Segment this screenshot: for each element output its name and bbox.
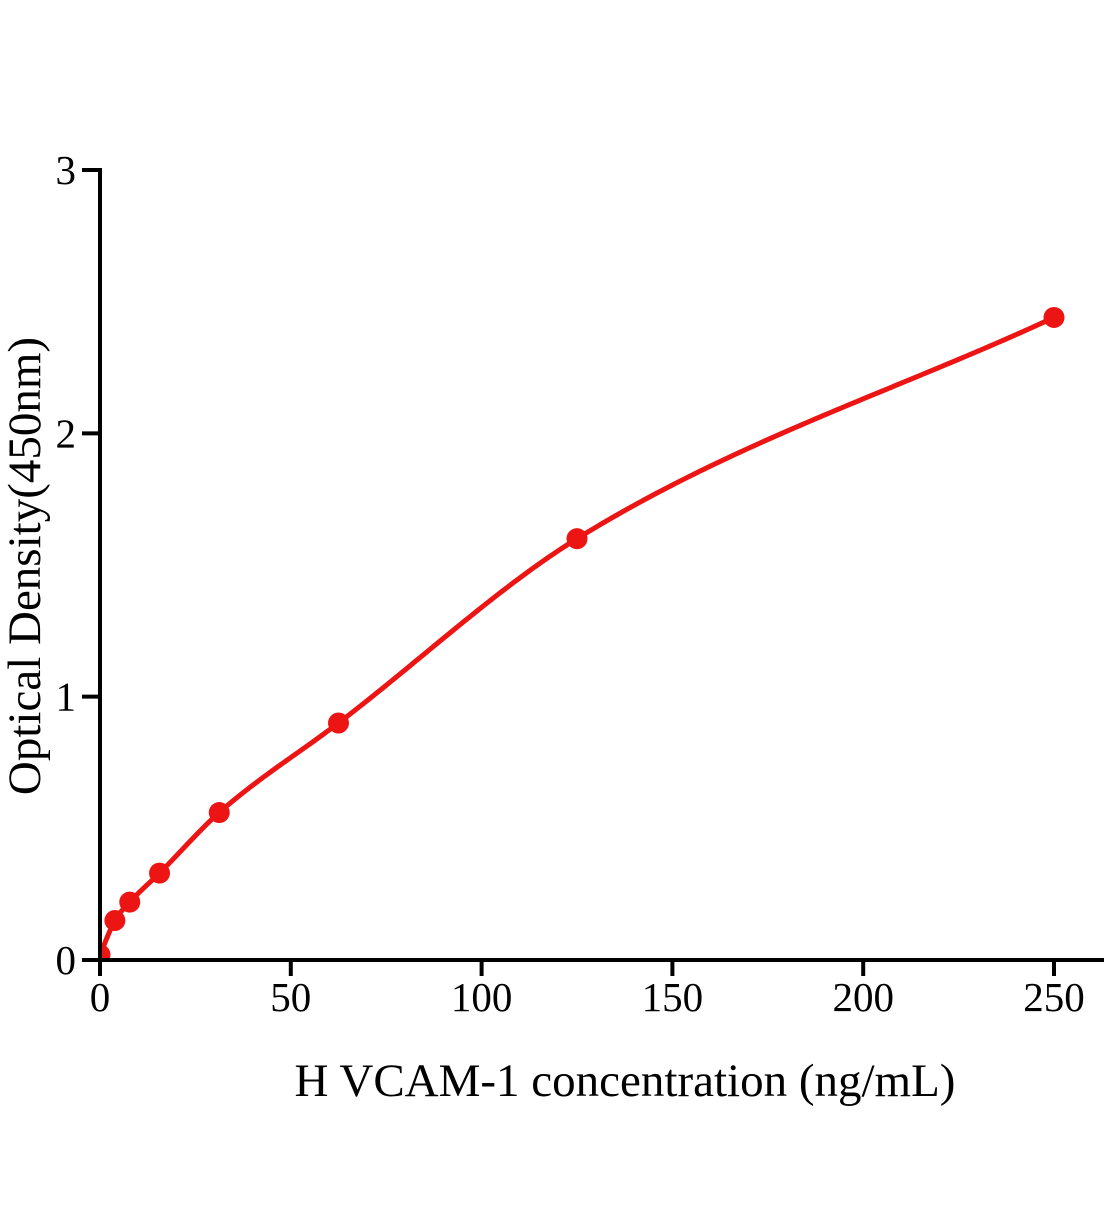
y-axis	[82, 168, 102, 962]
y-tick-label: 3	[56, 147, 77, 193]
x-axis	[85, 958, 1104, 976]
y-tick-label: 0	[56, 937, 77, 983]
data-point	[149, 862, 171, 884]
series-data-points	[100, 306, 1065, 962]
x-tick-label: 250	[1023, 974, 1085, 1020]
x-tick-label: 0	[90, 974, 111, 1020]
data-point	[100, 944, 111, 962]
x-tick-label: 200	[832, 974, 894, 1020]
data-point	[208, 802, 230, 824]
y-tick-label: 1	[56, 674, 77, 720]
series-fit-curve	[100, 314, 1057, 958]
x-tick-label: 150	[642, 974, 704, 1020]
x-tick-labels: 0 50 100 150 200 250	[90, 974, 1085, 1020]
y-axis-title: Optical Density(450nm)	[0, 337, 51, 795]
data-point	[1043, 306, 1065, 328]
y-tick-label: 2	[56, 410, 77, 456]
data-point	[566, 528, 588, 550]
data-point	[104, 910, 126, 931]
x-tick-label: 50	[270, 974, 311, 1020]
data-point	[328, 712, 349, 734]
x-axis-title: H VCAM-1 concentration (ng/mL)	[295, 1055, 956, 1107]
data-point	[119, 891, 141, 913]
fit-curve-path	[100, 314, 1057, 958]
y-tick-labels: 0 1 2 3	[56, 147, 77, 983]
x-tick-label: 100	[451, 974, 513, 1020]
